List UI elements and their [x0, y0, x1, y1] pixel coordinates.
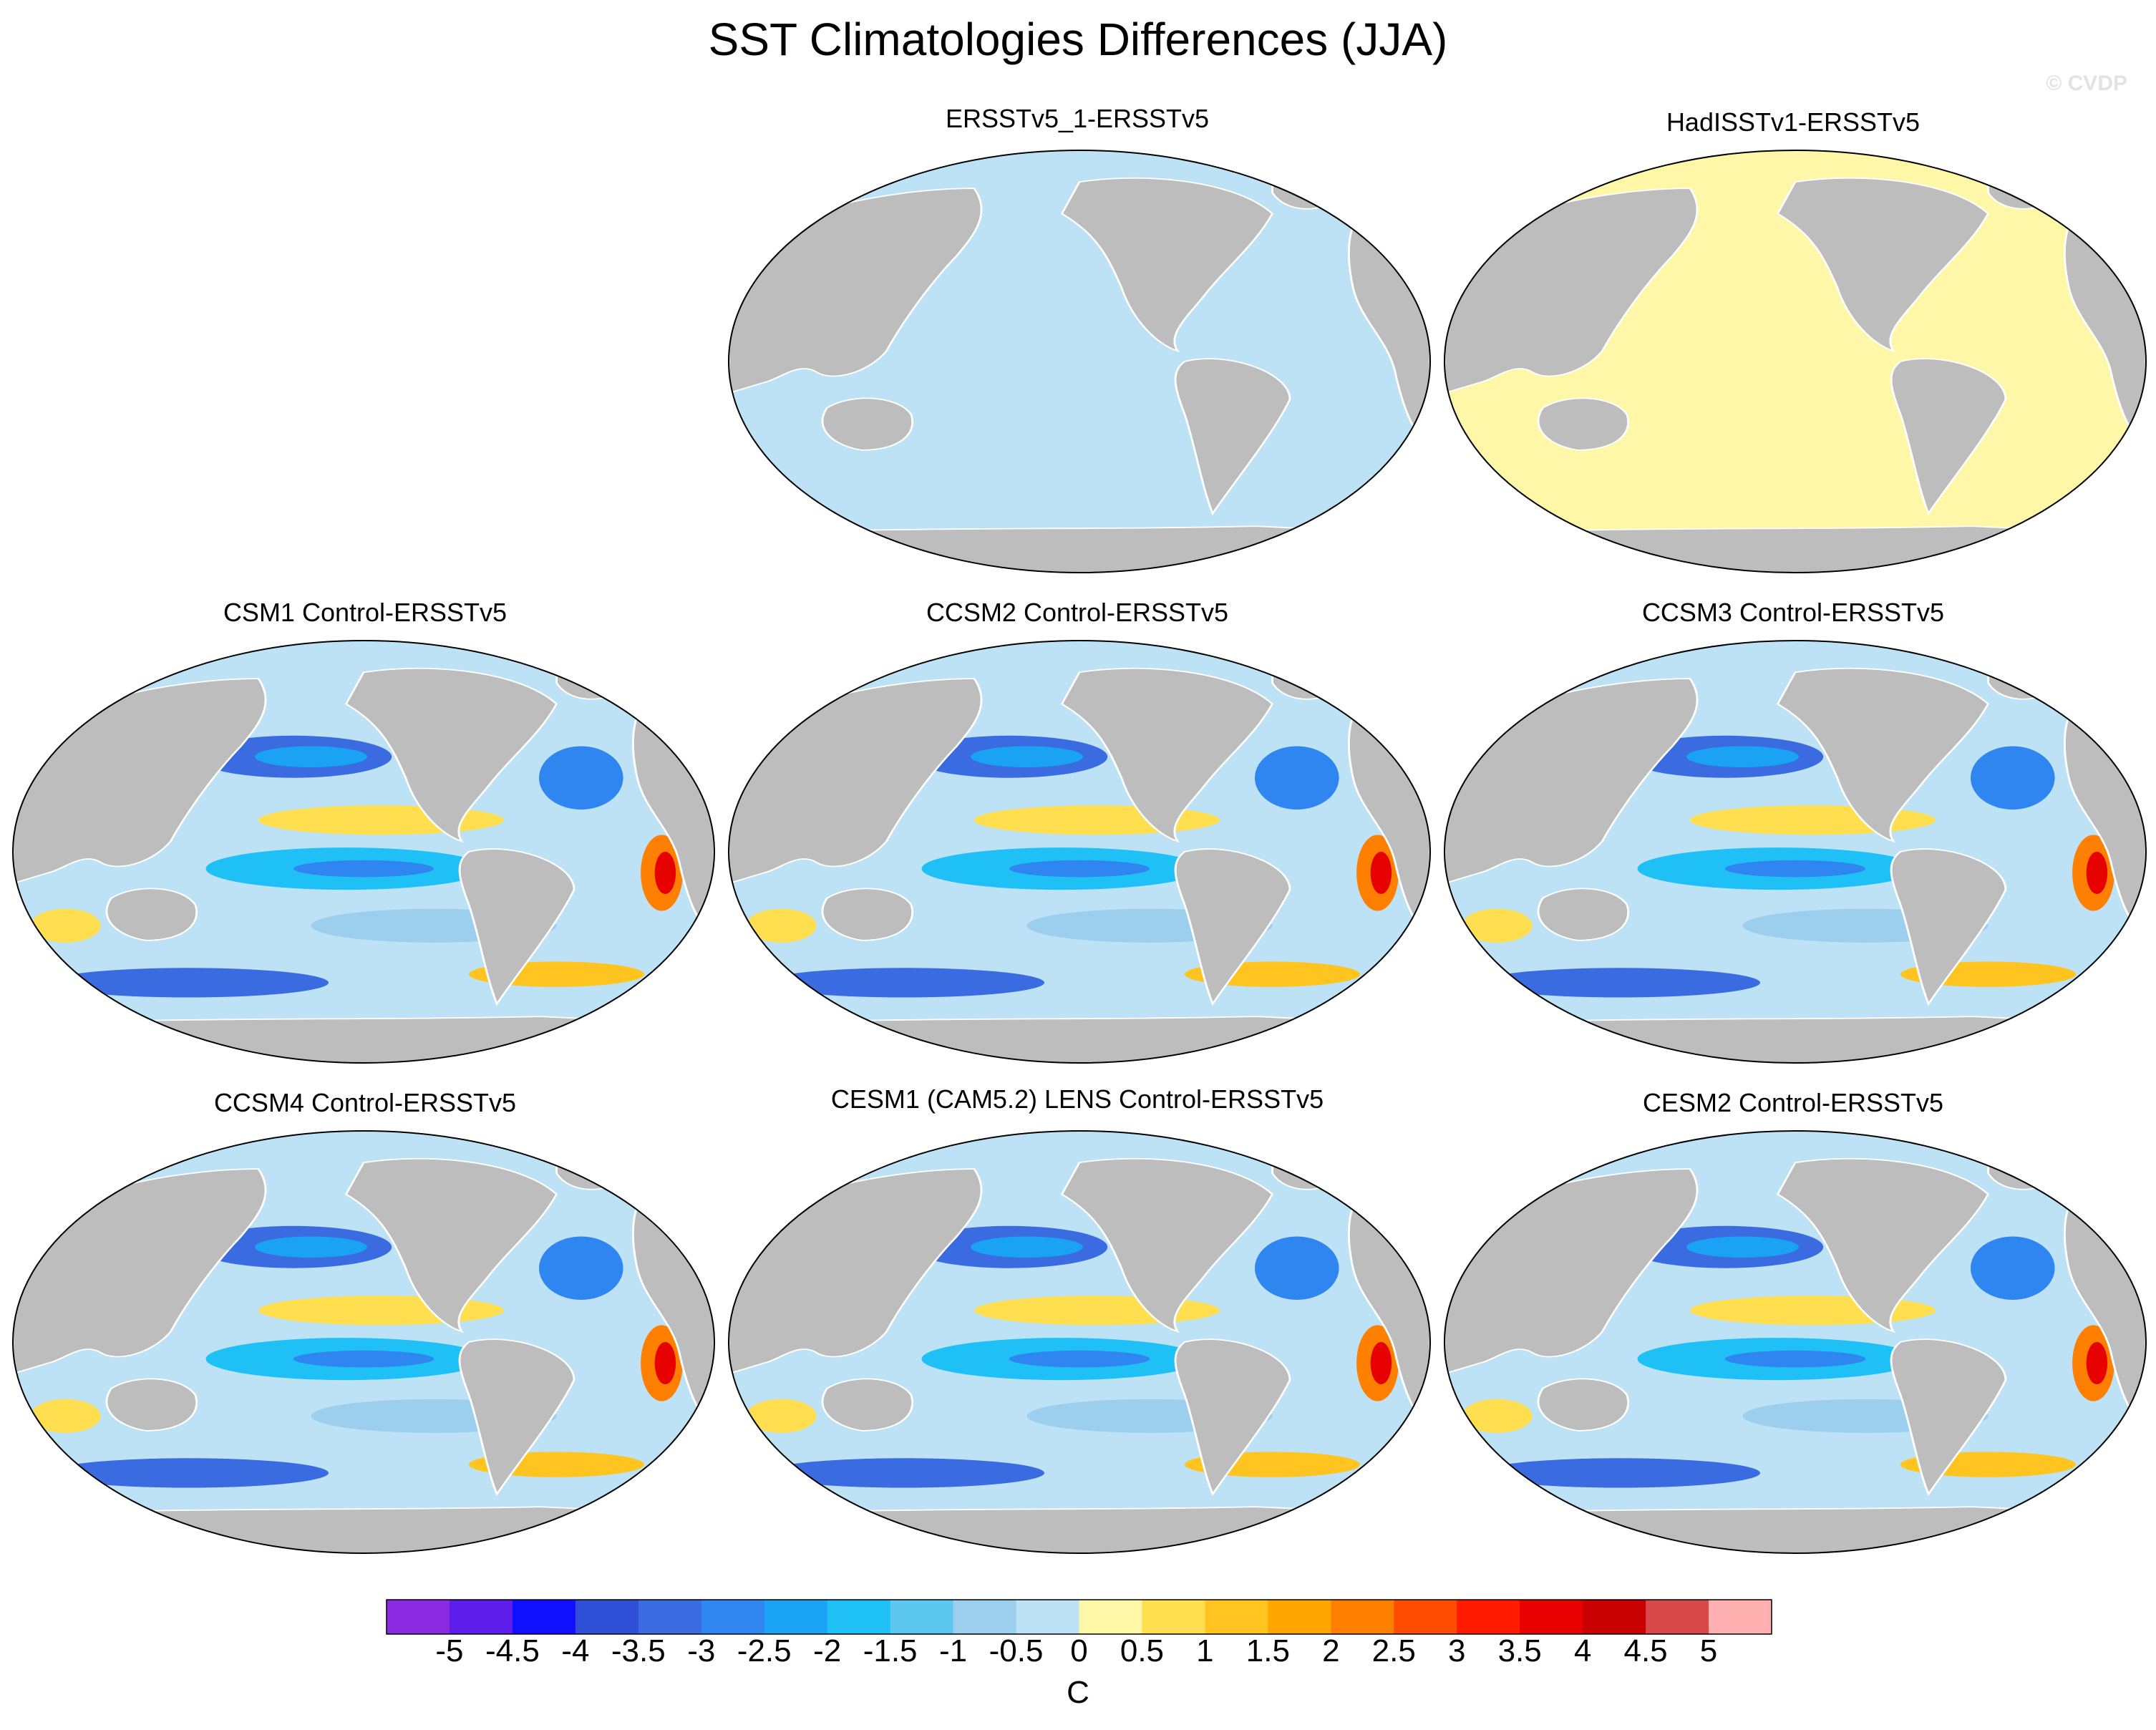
colorbar-box: [1583, 1600, 1646, 1634]
map-panel-7: [728, 1130, 1431, 1554]
colorbar-box: [512, 1600, 576, 1634]
map-border: [12, 640, 715, 1064]
colorbar-tick-label: 2.5: [1371, 1633, 1416, 1668]
colorbar-tick-label: 0: [1070, 1633, 1088, 1668]
colorbar-tick-label: -1.5: [863, 1633, 918, 1668]
map-panel-8: [1444, 1130, 2147, 1554]
panel-title-7: CESM1 (CAM5.2) LENS Control-ERSSTv5: [830, 1084, 1324, 1114]
figure-title: SST Climatologies Differences (JJA): [708, 14, 1448, 65]
colorbar-tick-label: -1: [939, 1633, 968, 1668]
colorbar-box: [953, 1600, 1017, 1634]
map-border: [1444, 1130, 2147, 1554]
colorbar-box: [1079, 1600, 1142, 1634]
colorbar-tick-label: 4.5: [1623, 1633, 1668, 1668]
colorbar-box: [1709, 1600, 1772, 1634]
colorbar-box: [1457, 1600, 1520, 1634]
panel-title-8: CESM2 Control-ERSSTv5: [1642, 1088, 1944, 1117]
panel-title-5: CCSM3 Control-ERSSTv5: [1641, 598, 1945, 627]
colorbar-box: [1394, 1600, 1457, 1634]
colorbar-tick-label: -4.5: [485, 1633, 540, 1668]
map-border: [1444, 640, 2147, 1064]
colorbar-tick-label: 2: [1322, 1633, 1340, 1668]
panel-title-3: CSM1 Control-ERSSTv5: [223, 598, 508, 627]
colorbar-box: [701, 1600, 765, 1634]
colorbar-box: [387, 1600, 450, 1634]
colorbar-tick-label: 0.5: [1120, 1633, 1165, 1668]
colorbar-box: [890, 1600, 954, 1634]
panel-title-4: CCSM2 Control-ERSSTv5: [926, 598, 1229, 627]
colorbar-tick-label: -2: [813, 1633, 842, 1668]
colorbar-tick-label: 4: [1573, 1633, 1592, 1668]
colorbar-units: C: [1067, 1675, 1089, 1710]
colorbar-tick-label: 3: [1447, 1633, 1466, 1668]
colorbar-box: [1646, 1600, 1709, 1634]
watermark-text: © CVDP: [2046, 72, 2127, 95]
colorbar-box: [449, 1600, 513, 1634]
colorbar-box: [827, 1600, 891, 1634]
map-border: [728, 1130, 1431, 1554]
colorbar-box: [575, 1600, 639, 1634]
map-panel-5: [1444, 640, 2147, 1064]
colorbar-tick-label: 3.5: [1497, 1633, 1542, 1668]
colorbar: [386, 1599, 1772, 1635]
colorbar-tick-label: 5: [1699, 1633, 1718, 1668]
colorbar-box: [638, 1600, 702, 1634]
colorbar-tick-label: -4: [561, 1633, 590, 1668]
colorbar-tick-label: -3.5: [611, 1633, 666, 1668]
map-border: [728, 150, 1431, 573]
map-panel-2: [1444, 150, 2147, 573]
colorbar-box: [1268, 1600, 1331, 1634]
panel-title-2: HadISSTv1-ERSSTv5: [1666, 107, 1921, 137]
colorbar-tick-label: -3: [687, 1633, 716, 1668]
colorbar-box: [1142, 1600, 1205, 1634]
colorbar-box: [1205, 1600, 1268, 1634]
colorbar-tick-label: 1.5: [1245, 1633, 1290, 1668]
colorbar-tick-label: -2.5: [737, 1633, 792, 1668]
colorbar-box: [1520, 1600, 1583, 1634]
panel-title-1: ERSSTv5_1-ERSSTv5: [945, 104, 1210, 133]
map-panel-4: [728, 640, 1431, 1064]
colorbar-box: [1016, 1600, 1079, 1634]
map-border: [12, 1130, 715, 1554]
map-panel-6: [12, 1130, 715, 1554]
map-panel-1: [728, 150, 1431, 573]
map-border: [728, 640, 1431, 1064]
panel-title-6: CCSM4 Control-ERSSTv5: [213, 1088, 517, 1117]
colorbar-box: [764, 1600, 828, 1634]
colorbar-tick-label: -5: [435, 1633, 464, 1668]
map-border: [1444, 150, 2147, 573]
map-panel-3: [12, 640, 715, 1064]
colorbar-tick-label: -0.5: [989, 1633, 1044, 1668]
colorbar-box: [1331, 1600, 1394, 1634]
colorbar-tick-label: 1: [1196, 1633, 1214, 1668]
